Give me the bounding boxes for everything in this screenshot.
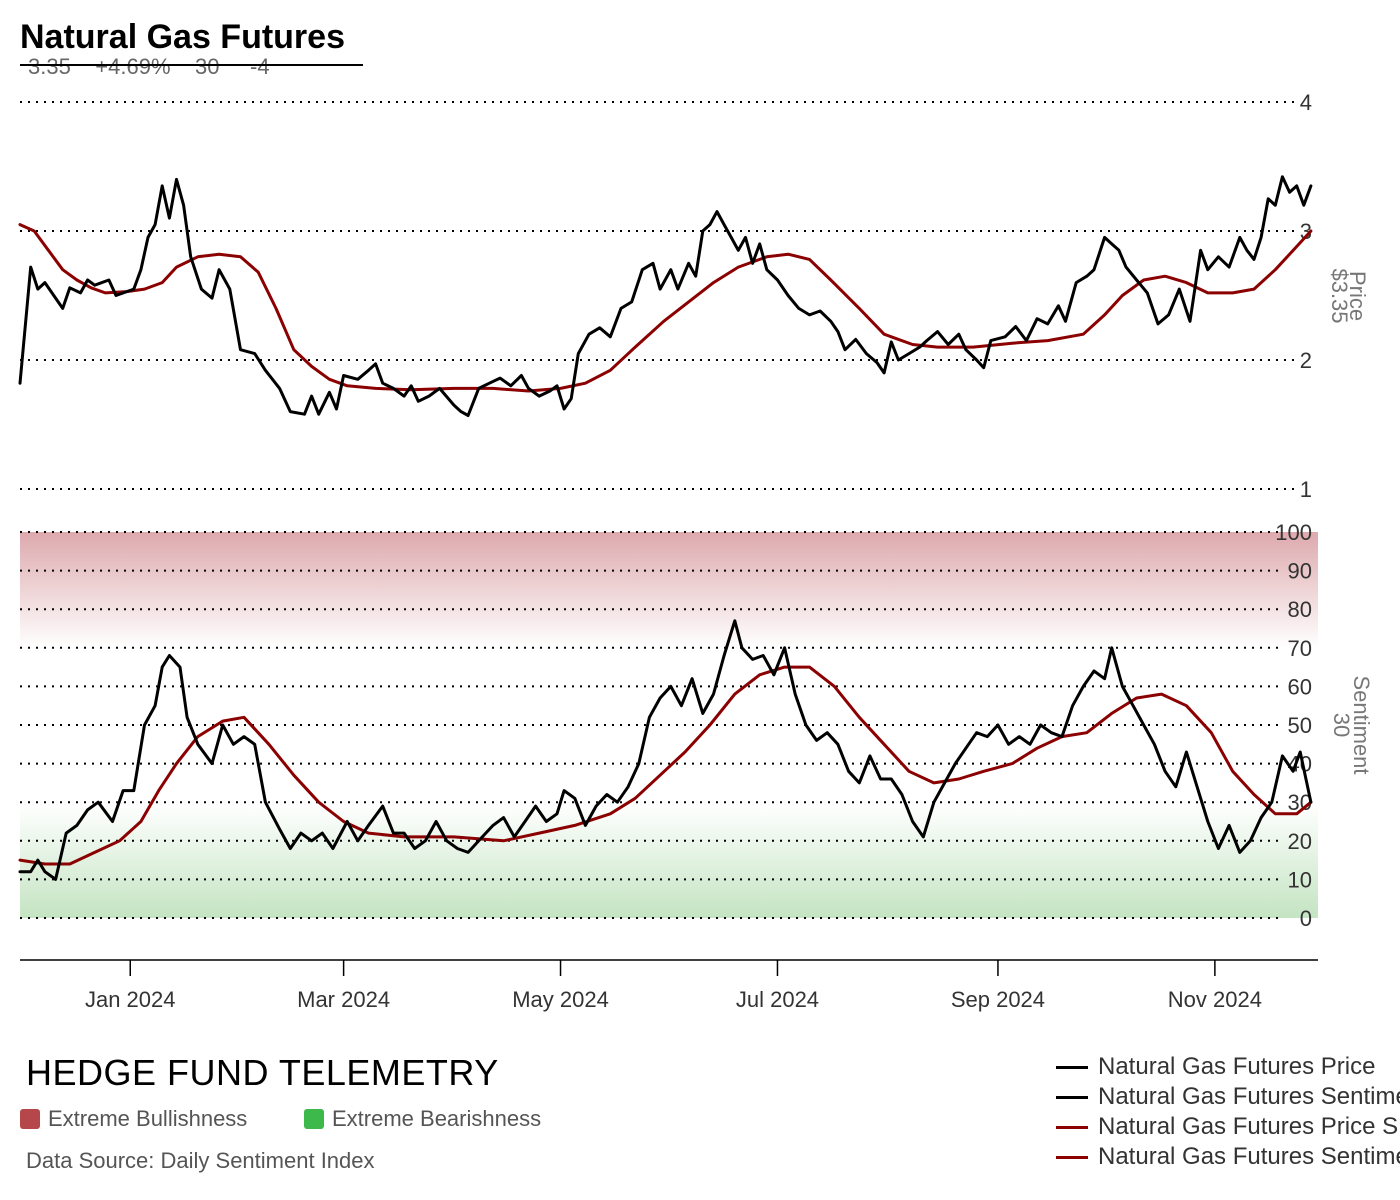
stat-change-pct: +4.69%	[95, 54, 171, 79]
legend-line	[1056, 1095, 1088, 1099]
sentiment-tick-label: 80	[1288, 597, 1312, 622]
bullish-swatch	[20, 1109, 40, 1129]
legend-label: Natural Gas Futures Sentiment	[1098, 1083, 1400, 1110]
legend-label: Natural Gas Futures Sentiment SMA	[1098, 1143, 1400, 1170]
legend-label: Natural Gas Futures Price	[1098, 1053, 1376, 1080]
sentiment-axis-current: 30	[1329, 713, 1354, 737]
sentiment-series-group	[18, 619, 1313, 881]
sentiment-tick-label: 90	[1288, 559, 1312, 584]
sentiment-tick-label: 0	[1300, 906, 1312, 931]
x-axis-ticks: Jan 2024 Mar 2024 May 2024 Jul 2024 Sep 2024…	[85, 960, 1262, 1012]
legend-item-sentiment-sma[interactable]: Natural Gas Futures Sentiment SMA	[1056, 1142, 1400, 1172]
legend-item-price[interactable]: Natural Gas Futures Price	[1056, 1052, 1400, 1082]
price-tick-label: 4	[1300, 90, 1312, 115]
stat-sentiment: 30	[194, 54, 220, 79]
legend-item-price-sma[interactable]: Natural Gas Futures Price SMA	[1056, 1112, 1400, 1142]
price-axis-label: Price	[1345, 271, 1370, 321]
sentiment-sma-line	[18, 665, 1313, 866]
bullish-zone	[20, 532, 1318, 648]
bullish-legend: Extreme Bullishness	[20, 1106, 247, 1132]
x-tick-label: Jul 2024	[736, 987, 819, 1012]
stat-price: 3.35	[28, 54, 71, 79]
brand-name: HEDGE FUND TELEMETRY	[26, 1052, 499, 1093]
price-series-group	[18, 175, 1313, 417]
x-tick-label: May 2024	[512, 987, 609, 1012]
sentiment-tick-label: 10	[1288, 867, 1312, 892]
bearish-swatch	[304, 1109, 324, 1129]
sentiment-tick-label: 100	[1275, 520, 1312, 545]
legend-line	[1056, 1155, 1088, 1159]
legend-line	[1056, 1125, 1088, 1129]
x-tick-label: Sep 2024	[951, 987, 1045, 1012]
sentiment-tick-label: 20	[1288, 829, 1312, 854]
bullish-legend-label: Extreme Bullishness	[48, 1106, 248, 1131]
data-source: Data Source: Daily Sentiment Index	[26, 1148, 375, 1173]
legend-label: Natural Gas Futures Price SMA	[1098, 1113, 1400, 1140]
price-line	[18, 175, 1313, 417]
sentiment-tick-label: 60	[1288, 674, 1312, 699]
price-axis-current: $3.35	[1327, 268, 1352, 323]
sentiment-tick-label: 50	[1288, 713, 1312, 738]
sentiment-axis-label: Sentiment	[1349, 675, 1374, 774]
price-sma-line	[18, 223, 1313, 393]
price-tick-label: 2	[1300, 348, 1312, 373]
chart-title: Natural Gas Futures	[20, 18, 345, 56]
price-tick-label: 1	[1300, 477, 1312, 502]
sentiment-line	[18, 619, 1313, 881]
x-tick-label: Jan 2024	[85, 987, 176, 1012]
series-legend: Natural Gas Futures Price Natural Gas Fu…	[1056, 1052, 1400, 1172]
x-tick-label: Mar 2024	[297, 987, 390, 1012]
bearish-legend: Extreme Bearishness	[304, 1106, 541, 1132]
bearish-legend-label: Extreme Bearishness	[332, 1106, 542, 1131]
title-underline	[20, 64, 363, 66]
legend-item-sentiment[interactable]: Natural Gas Futures Sentiment	[1056, 1082, 1400, 1112]
stat-sentiment-change: -4	[250, 54, 270, 79]
header-stats: 3.35 +4.69% 30 -4	[28, 54, 270, 80]
legend-line	[1056, 1065, 1088, 1069]
bearish-zone	[20, 804, 1318, 918]
x-tick-label: Nov 2024	[1168, 987, 1262, 1012]
sentiment-tick-label: 70	[1288, 636, 1312, 661]
